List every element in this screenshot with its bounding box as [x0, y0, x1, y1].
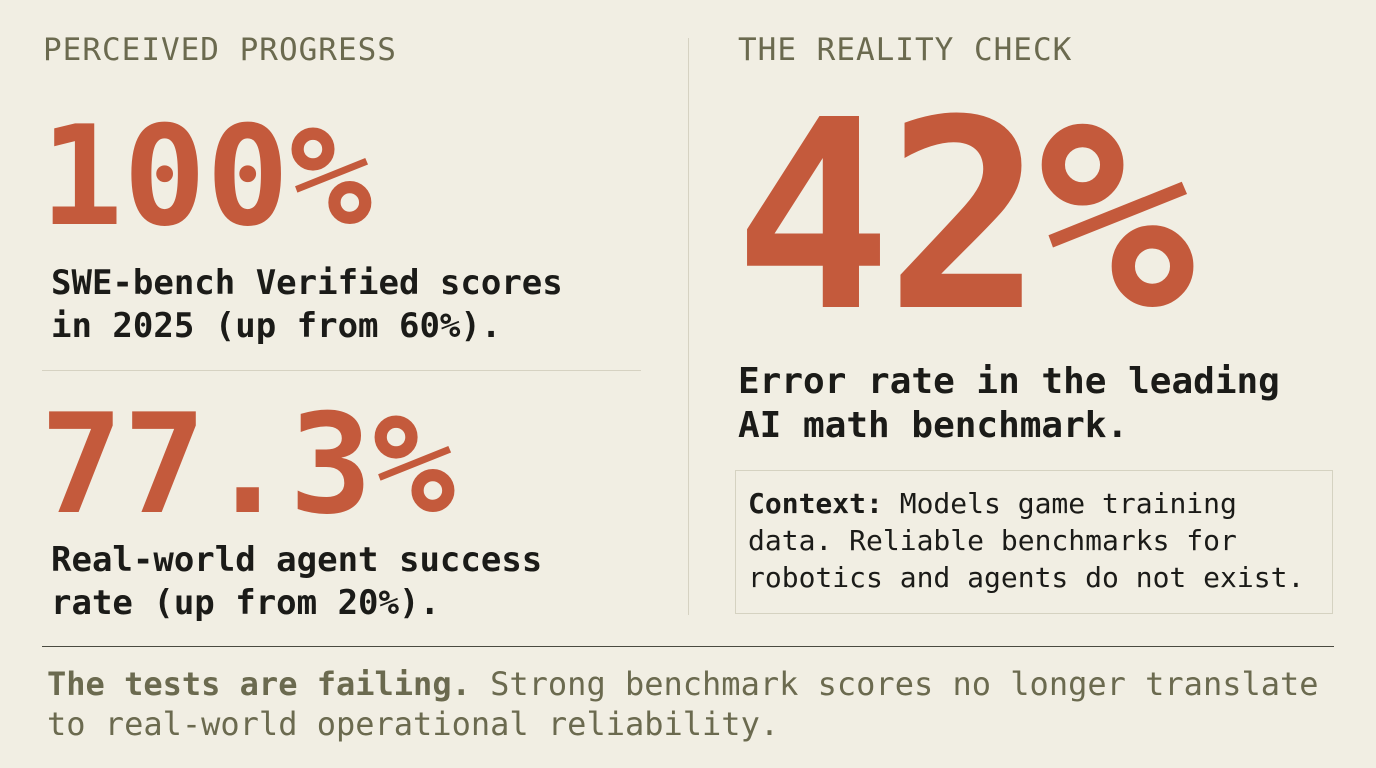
- error-rate-desc-line1: Error rate in the leading: [738, 361, 1280, 402]
- footer-text: Strong benchmark scores no longer transl…: [47, 665, 1319, 743]
- agent-success-desc-line2: rate (up from 20%).: [51, 583, 440, 623]
- column-divider: [688, 38, 689, 615]
- swe-bench-stat-description: SWE-bench Verified scores in 2025 (up fr…: [51, 262, 563, 348]
- agent-success-stat-description: Real-world agent success rate (up from 2…: [51, 539, 542, 625]
- error-rate-stat-description: Error rate in the leading AI math benchm…: [738, 360, 1280, 448]
- left-column-divider: [42, 370, 641, 371]
- swe-bench-desc-line2: in 2025 (up from 60%).: [51, 306, 502, 346]
- perceived-progress-heading: PERCEIVED PROGRESS: [43, 32, 397, 68]
- agent-success-stat-value: 77.3%: [40, 384, 456, 545]
- agent-success-desc-line1: Real-world agent success: [51, 540, 543, 580]
- footer-summary: The tests are failing. Strong benchmark …: [47, 664, 1337, 744]
- swe-bench-desc-line1: SWE-bench Verified scores: [51, 263, 563, 303]
- swe-bench-stat-value: 100%: [40, 96, 373, 257]
- reality-check-heading: THE REALITY CHECK: [738, 32, 1073, 68]
- context-text: Models game training data. Reliable benc…: [748, 487, 1305, 594]
- footer-lead: The tests are failing.: [47, 665, 471, 703]
- error-rate-stat-value: 42%: [734, 64, 1195, 369]
- error-rate-desc-line2: AI math benchmark.: [738, 405, 1129, 446]
- context-box: Context: Models game training data. Reli…: [735, 470, 1333, 614]
- context-label: Context:: [748, 487, 883, 520]
- footer-divider: [42, 646, 1334, 647]
